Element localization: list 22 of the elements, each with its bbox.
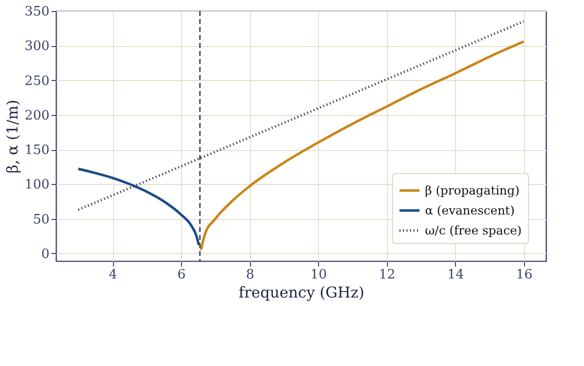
y-tick-label: 350 [24, 4, 50, 20]
y-tick-label: 50 [32, 212, 50, 228]
y-tick-label: 250 [24, 74, 50, 89]
x-tick-label: 14 [447, 268, 464, 282]
legend-label: ω/c (free space) [425, 224, 522, 238]
y-axis-title: β, α (1/m) [4, 100, 22, 174]
x-tick-label: 12 [378, 268, 396, 282]
y-tick-label: 100 [24, 178, 50, 193]
line-series [200, 40, 525, 252]
y-tick-label: 0 [41, 246, 50, 262]
line-series [77, 168, 200, 246]
x-tick-label: 6 [177, 268, 186, 282]
x-axis-title: frequency (GHz) [238, 284, 364, 302]
y-tick-label: 300 [24, 39, 50, 54]
x-tick-label: 4 [108, 268, 118, 282]
x-tick-label: 16 [516, 268, 532, 282]
y-tick-label: 200 [24, 108, 50, 124]
y-tick-label: 150 [24, 143, 50, 158]
legend-label: β (propagating) [425, 184, 520, 198]
legend-label: α (evanescent) [425, 204, 515, 218]
x-tick-label: 8 [246, 268, 254, 282]
x-tick-label: 10 [310, 268, 327, 282]
